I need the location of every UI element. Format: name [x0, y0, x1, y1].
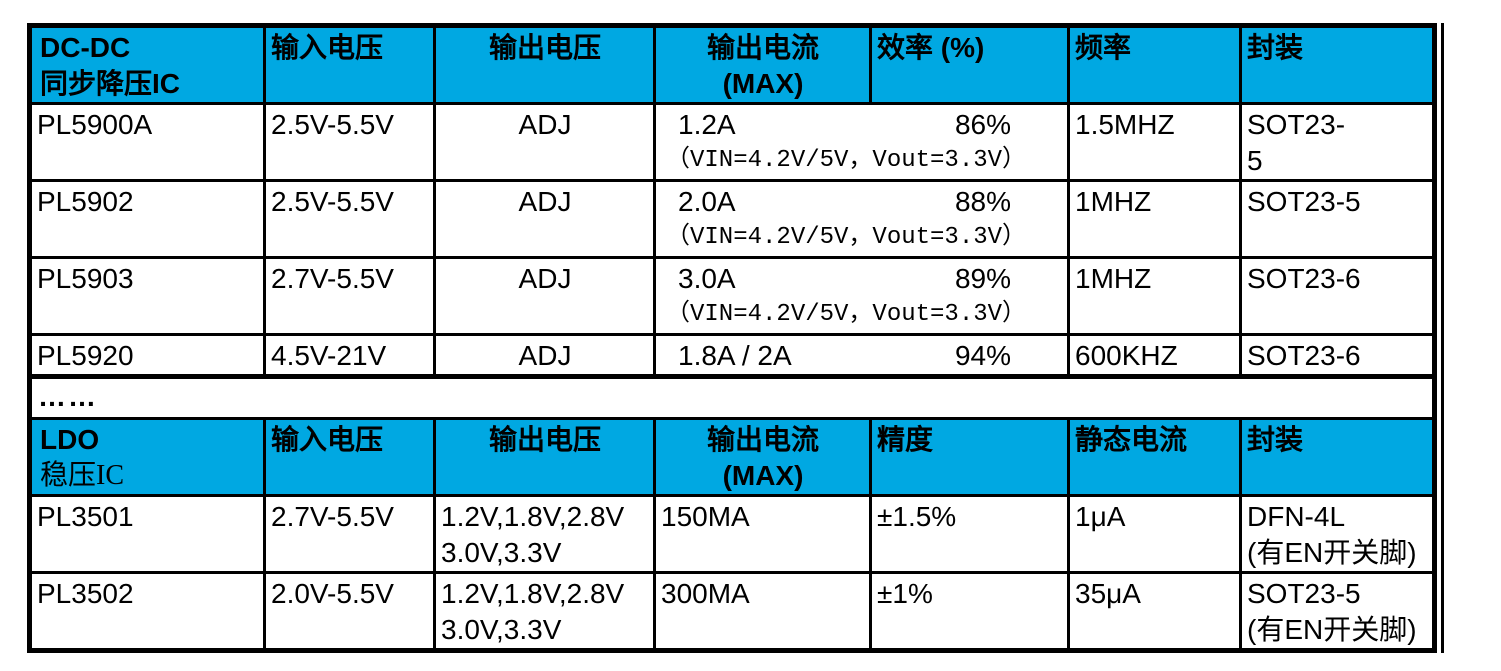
ldo-title-line1: LDO — [40, 424, 100, 455]
package-cell: SOT23-6 — [1239, 333, 1436, 379]
ellipsis-text: …… — [28, 375, 1436, 420]
frequency-cell: 600KHZ — [1067, 333, 1242, 379]
package-cell: DFN-4L (有EN开关脚) — [1239, 494, 1436, 574]
test-condition: （VIN=4.2V/5V，Vout=3.3V） — [666, 224, 1027, 251]
header-output-current: 输出电流 (MAX) — [653, 417, 872, 497]
max-current: 1.2A — [678, 109, 736, 140]
header-frequency: 频率 — [1067, 24, 1242, 105]
header-output-current: 输出电流 (MAX) — [653, 24, 872, 105]
ldo-title-line2: 稳压IC — [40, 460, 125, 491]
max-current: 1.8A / 2A — [678, 340, 792, 371]
model-cell: PL5920 — [28, 333, 266, 379]
vout-cell: 1.2V,1.8V,2.8V 3.0V,3.3V — [433, 494, 656, 574]
header-input-voltage: 输入电压 — [263, 417, 436, 497]
vin-cell: 2.7V-5.5V — [263, 256, 436, 336]
model-cell: PL5900A — [28, 102, 266, 182]
vout-cell: ADJ — [433, 256, 656, 336]
max-current-cell: 300MA — [653, 571, 872, 652]
current-efficiency-cell: 2.0A 88% （VIN=4.2V/5V，Vout=3.3V） — [653, 179, 1070, 259]
header-efficiency: 效率 (%) — [869, 24, 1070, 105]
test-condition: （VIN=4.2V/5V，Vout=3.3V） — [666, 147, 1027, 174]
dcdc-title-line1: DC-DC — [40, 32, 131, 63]
max-current: 3.0A — [678, 263, 736, 294]
header-quiescent-current: 静态电流 — [1067, 417, 1242, 497]
current-efficiency-cell: 3.0A 89% （VIN=4.2V/5V，Vout=3.3V） — [653, 256, 1070, 336]
table-row: PL5903 2.7V-5.5V ADJ 3.0A 89% （VIN=4.2V/… — [28, 256, 1436, 336]
vin-cell: 4.5V-21V — [263, 333, 436, 379]
table-row: PL5900A 2.5V-5.5V ADJ 1.2A 86% （VIN=4.2V… — [28, 102, 1436, 182]
table-row: PL5920 4.5V-21V ADJ 1.8A / 2A 94% 600KHZ… — [28, 333, 1436, 379]
vout-cell: ADJ — [433, 333, 656, 379]
efficiency-value: 88% — [954, 186, 1011, 217]
table-row: PL3501 2.7V-5.5V 1.2V,1.8V,2.8V 3.0V,3.3… — [28, 494, 1436, 574]
vin-cell: 2.5V-5.5V — [263, 102, 436, 182]
spec-tables-container: DC-DC 同步降压IC 输入电压 输出电压 输出电流 (MAX) 效率 (%)… — [27, 23, 1444, 653]
efficiency-value: 89% — [954, 263, 1011, 294]
vout-cell: ADJ — [433, 179, 656, 259]
header-input-voltage: 输入电压 — [263, 24, 436, 105]
header-package: 封装 — [1239, 417, 1436, 497]
package-cell: SOT23-5 — [1239, 179, 1436, 259]
current-efficiency-cell: 1.8A / 2A 94% — [653, 333, 1070, 379]
quiescent-current-cell: 1μA — [1067, 494, 1242, 574]
model-cell: PL5902 — [28, 179, 266, 259]
package-cell: SOT23-5 (有EN开关脚) — [1239, 571, 1436, 652]
header-output-voltage: 输出电压 — [433, 24, 656, 105]
ldo-title-cell: LDO 稳压IC — [28, 417, 266, 497]
table-row: PL3502 2.0V-5.5V 1.2V,1.8V,2.8V 3.0V,3.3… — [28, 571, 1436, 652]
accuracy-cell: ±1.5% — [869, 494, 1070, 574]
package-cell: SOT23-6 — [1239, 256, 1436, 336]
model-cell: PL3501 — [28, 494, 266, 574]
efficiency-value: 94% — [954, 340, 1011, 371]
dcdc-header-row: DC-DC 同步降压IC 输入电压 输出电压 输出电流 (MAX) 效率 (%)… — [28, 24, 1436, 105]
model-cell: PL5903 — [28, 256, 266, 336]
dcdc-title-cell: DC-DC 同步降压IC — [28, 24, 266, 105]
vin-cell: 2.7V-5.5V — [263, 494, 436, 574]
header-accuracy: 精度 — [869, 417, 1070, 497]
model-cell: PL3502 — [28, 571, 266, 652]
vin-cell: 2.0V-5.5V — [263, 571, 436, 652]
ldo-header-row: LDO 稳压IC 输入电压 输出电压 输出电流 (MAX) 精度 静态电流 封装 — [28, 417, 1436, 497]
dcdc-title-line2: 同步降压IC — [40, 68, 181, 99]
frequency-cell: 1.5MHZ — [1067, 102, 1242, 182]
vout-cell: 1.2V,1.8V,2.8V 3.0V,3.3V — [433, 571, 656, 652]
current-efficiency-cell: 1.2A 86% （VIN=4.2V/5V，Vout=3.3V） — [653, 102, 1070, 182]
max-current: 2.0A — [678, 186, 736, 217]
test-condition: （VIN=4.2V/5V，Vout=3.3V） — [666, 301, 1027, 328]
header-output-voltage: 输出电压 — [433, 417, 656, 497]
max-current-cell: 150MA — [653, 494, 872, 574]
vin-cell: 2.5V-5.5V — [263, 179, 436, 259]
vout-cell: ADJ — [433, 102, 656, 182]
ic-spec-table: DC-DC 同步降压IC 输入电压 输出电压 输出电流 (MAX) 效率 (%)… — [27, 23, 1437, 653]
table-row: PL5902 2.5V-5.5V ADJ 2.0A 88% （VIN=4.2V/… — [28, 179, 1436, 259]
quiescent-current-cell: 35μA — [1067, 571, 1242, 652]
frequency-cell: 1MHZ — [1067, 256, 1242, 336]
package-cell: SOT23- 5 — [1239, 102, 1436, 182]
frequency-cell: 1MHZ — [1067, 179, 1242, 259]
efficiency-value: 86% — [954, 109, 1011, 140]
header-package: 封装 — [1239, 24, 1436, 105]
ellipsis-row: …… — [28, 375, 1436, 420]
accuracy-cell: ±1% — [869, 571, 1070, 652]
